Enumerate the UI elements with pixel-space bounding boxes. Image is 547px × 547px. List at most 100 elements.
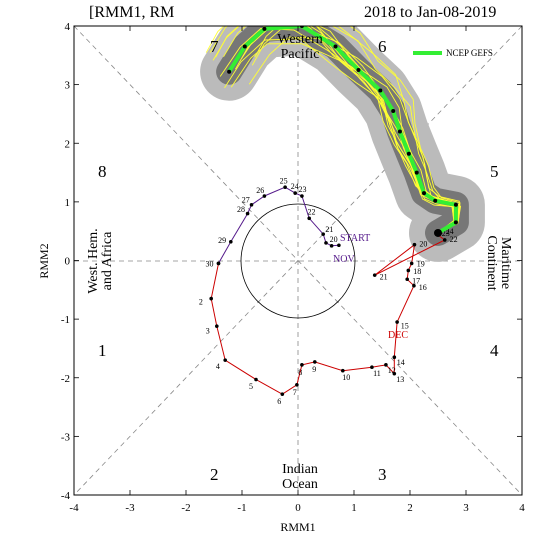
y-axis-title: RMM2 (37, 243, 51, 278)
day-label: 12 (388, 366, 396, 375)
x-tick-label: -3 (125, 502, 135, 514)
unit-circle (240, 203, 356, 319)
ensemble-member-track (241, 26, 460, 234)
day-label: 17 (412, 276, 420, 285)
day-label: 16 (419, 283, 427, 292)
forecast-point (391, 109, 396, 114)
ensemble-member-track (254, 26, 461, 234)
y-tick-label: -2 (61, 373, 70, 385)
y-tick-label: -1 (61, 314, 70, 326)
latest-observed-point (434, 228, 442, 237)
track-point (412, 283, 416, 288)
day-label: 14 (397, 358, 405, 367)
track-point (283, 185, 287, 190)
day-label: 24 (291, 182, 299, 191)
track-point (329, 244, 334, 248)
region-indian-ocean-2: Ocean (282, 477, 318, 492)
region-western-pacific-1: Western (277, 32, 323, 47)
x-tick-label: 3 (463, 502, 469, 514)
track-point (262, 194, 267, 198)
y-tick-label: 3 (65, 80, 71, 92)
x-tick-label: 2 (407, 502, 413, 514)
day-label: 30 (206, 260, 214, 269)
track-point (321, 232, 326, 236)
day-label: 21 (325, 225, 333, 234)
day-label: 15 (401, 322, 409, 331)
track-point (254, 377, 258, 382)
region-west-hem-2: and Africa (100, 231, 115, 290)
track-point (307, 216, 312, 221)
forecast-point (242, 44, 247, 49)
track-point (300, 363, 304, 367)
forecast-point (262, 26, 267, 31)
forecast-point (356, 67, 361, 72)
track-point (370, 365, 374, 369)
x-tick-label: -4 (69, 502, 79, 514)
day-label: 29 (218, 236, 226, 245)
forecast-point (453, 202, 458, 207)
day-label: 18 (413, 267, 421, 276)
region-indian-ocean-1: Indian (282, 462, 318, 477)
y-tick-label: 0 (65, 256, 71, 268)
day-label: 13 (396, 375, 404, 384)
month-label-nov: NOV (333, 254, 355, 265)
x-tick-label: -1 (237, 502, 246, 514)
region-maritime-1: Maritime (498, 237, 513, 289)
legend: NCEP GEFS (413, 48, 493, 58)
day-label: 3 (206, 327, 210, 336)
month-label-dec: DEC (388, 330, 408, 341)
day-label: 23 (442, 229, 450, 238)
forecast-mean (227, 26, 458, 237)
forecast-point (397, 129, 402, 134)
phase-8-label: 8 (98, 162, 107, 181)
day-label: 27 (242, 195, 250, 204)
track-point (442, 238, 447, 242)
region-west-hem-1: West. Hem. (86, 228, 101, 293)
track-point (249, 203, 254, 207)
forecast-point (333, 44, 338, 49)
y-tick-label: -3 (61, 431, 71, 443)
y-tick-label: 4 (65, 21, 71, 33)
forecast-point (406, 151, 411, 156)
day-label: 21 (380, 272, 388, 281)
phase-3-label: 3 (378, 465, 387, 484)
track-point (384, 363, 388, 367)
track-point (293, 191, 298, 195)
month-label-start: START (340, 233, 370, 244)
day-label: 10 (342, 373, 350, 382)
track-point (324, 241, 328, 245)
ensemble-mean-line (227, 26, 458, 235)
phase-1-label: 1 (98, 341, 107, 360)
phase-6-label: 6 (378, 37, 387, 56)
day-label: 9 (312, 365, 316, 374)
x-tick-label: -2 (181, 502, 190, 514)
forecast-point (378, 88, 383, 93)
x-tick-label: 4 (519, 502, 525, 514)
day-label: 4 (216, 362, 220, 371)
day-label: 11 (373, 369, 381, 378)
day-label: 8 (298, 368, 302, 377)
day-label: 6 (277, 397, 281, 406)
ensemble-member-track (224, 38, 457, 234)
day-label: 28 (237, 205, 245, 214)
chart-title-right: 2018 to Jan-08-2019 (364, 4, 496, 21)
track-point (392, 371, 397, 376)
x-tick-label: 0 (295, 502, 301, 514)
day-label: 26 (256, 186, 264, 195)
track-point (392, 355, 397, 360)
forecast-point (227, 69, 232, 74)
y-tick-label: 2 (65, 138, 71, 150)
day-label: 20 (419, 240, 427, 249)
region-western-pacific-2: Pacific (281, 47, 320, 62)
phase-7-label: 7 (210, 37, 219, 56)
forecast-point (433, 198, 438, 203)
track-point (216, 261, 221, 266)
day-label: 25 (280, 176, 288, 185)
day-label: 7 (293, 388, 297, 397)
day-label: 22 (450, 235, 458, 244)
chart-title-left: [RMM1, RM (89, 4, 174, 21)
track-point (372, 273, 377, 277)
forecast-point (422, 191, 426, 196)
